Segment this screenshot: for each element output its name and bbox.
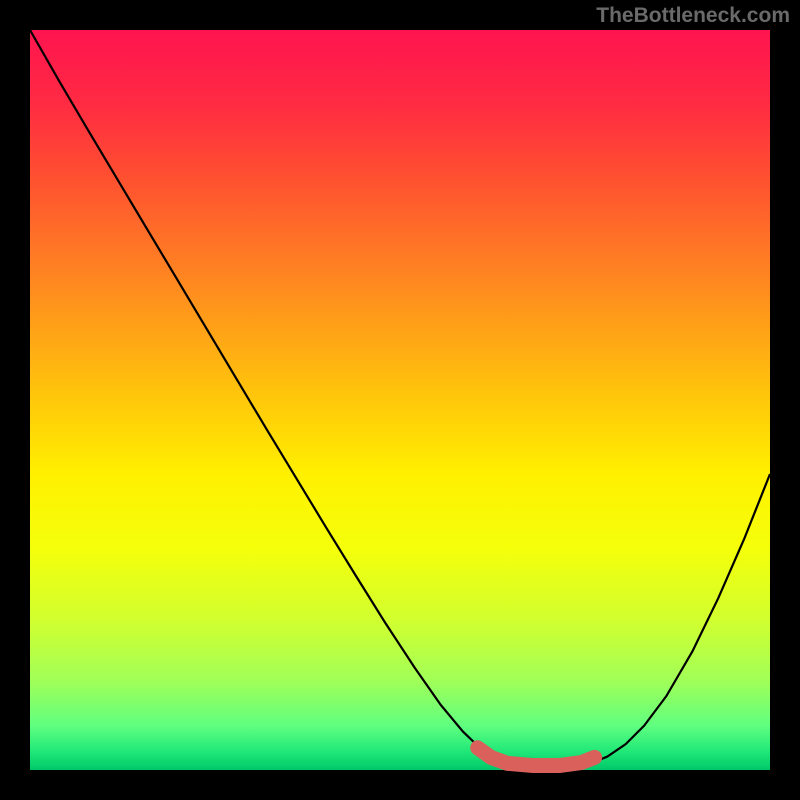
gradient-background: [30, 30, 770, 770]
watermark-text: TheBottleneck.com: [596, 4, 790, 28]
bottleneck-chart: [0, 0, 800, 800]
chart-container: TheBottleneck.com: [0, 0, 800, 800]
